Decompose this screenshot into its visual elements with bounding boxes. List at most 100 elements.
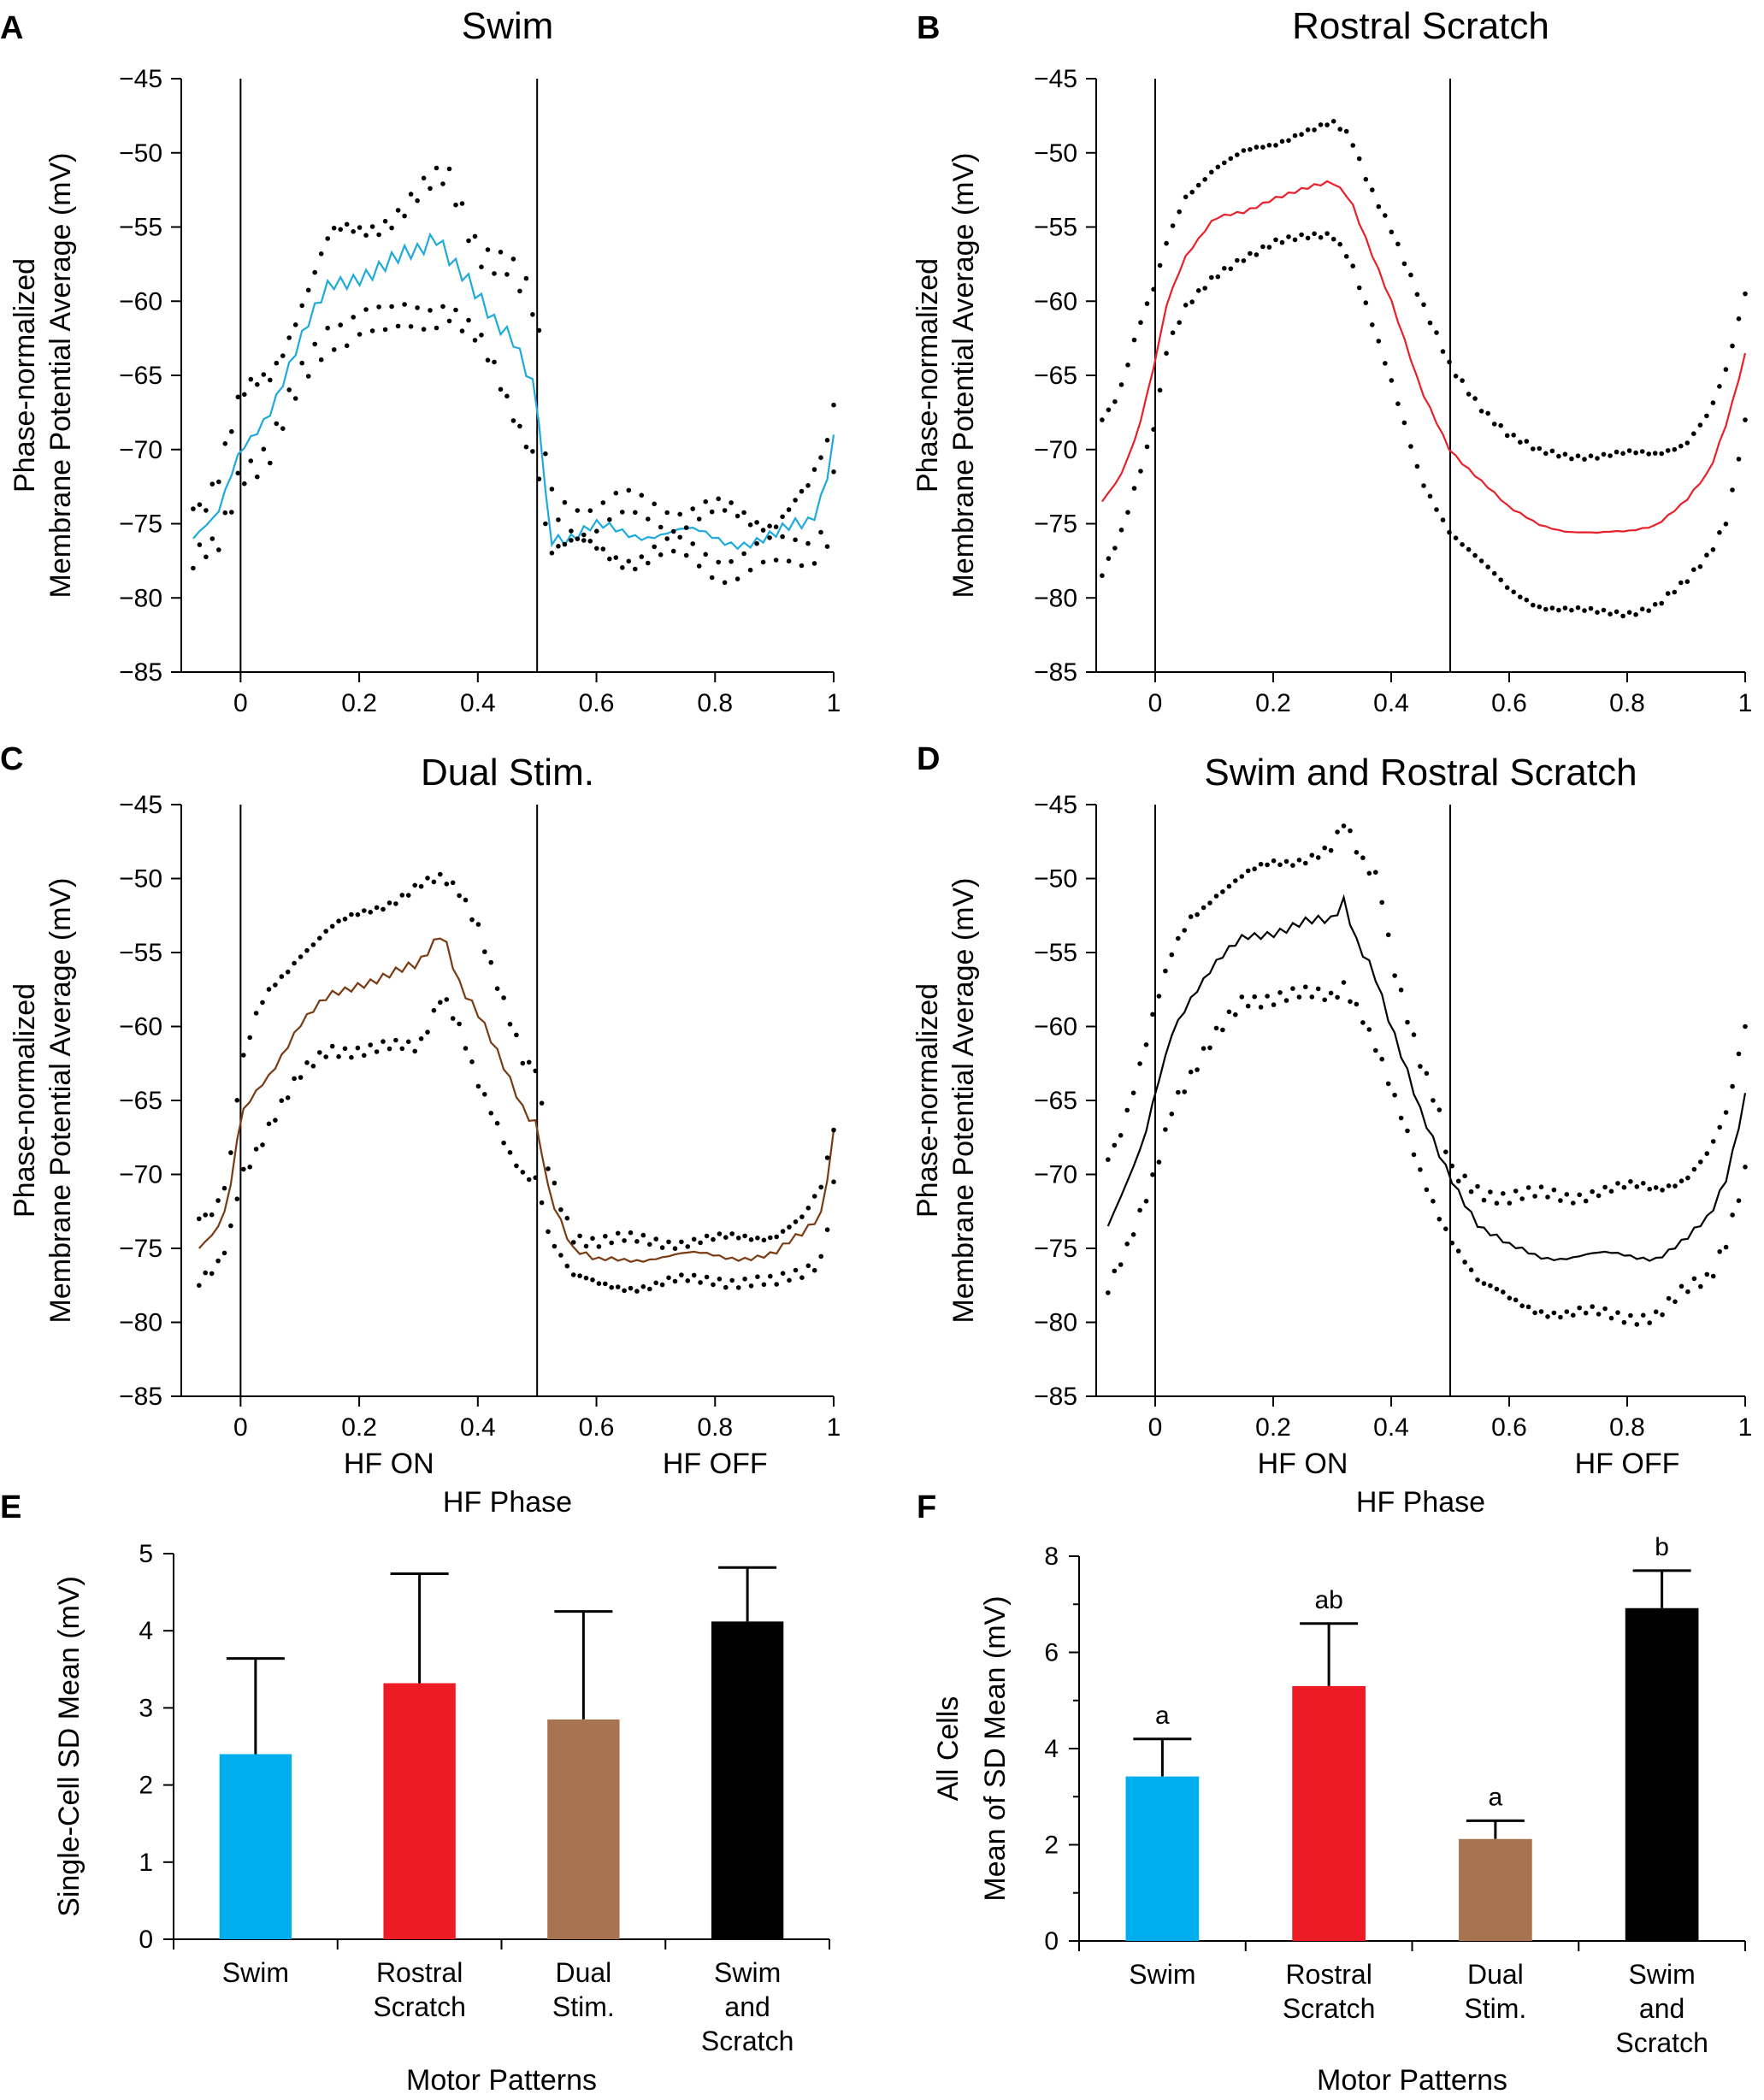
sd-bound-dot (831, 469, 836, 475)
sd-bound-dot (1228, 266, 1234, 272)
sd-bound-dot (1383, 361, 1388, 366)
sd-bound-dot (393, 901, 398, 906)
sd-bound-dot (652, 544, 657, 550)
sd-bound-dot (1248, 251, 1253, 257)
sd-bound-dot (1462, 1259, 1467, 1265)
sd-bound-dot (1453, 374, 1459, 379)
sd-bound-dot (1401, 420, 1407, 426)
sd-bound-dot (1704, 552, 1709, 557)
sd-bound-dot (690, 541, 695, 546)
sd-bound-dot (811, 1194, 817, 1199)
sd-bound-dot (1418, 1064, 1423, 1069)
sd-bound-dot (1621, 1184, 1627, 1190)
sd-bound-dot (1684, 440, 1690, 445)
sd-bound-dot (1392, 973, 1397, 978)
sd-bound-dot (672, 1246, 678, 1251)
sd-bound-dot (299, 360, 305, 366)
sd-bound-dot (1233, 878, 1238, 883)
sd-bound-dot (569, 538, 574, 543)
sd-bound-dot (1513, 1297, 1519, 1303)
sd-bound-dot (1466, 392, 1472, 397)
sd-bound-dot (381, 906, 386, 912)
sd-bound-dot (1239, 874, 1245, 879)
panel-d: D Swim and Rostral Scratch −85 −80 −75 −70 −65… (911, 741, 1752, 1519)
sd-bound-dot (446, 166, 452, 172)
sd-bound-dot (747, 522, 753, 528)
sd-bound-dot (742, 1277, 747, 1282)
sd-bound-dot (1318, 234, 1324, 240)
sd-bound-dot (780, 1229, 786, 1234)
sd-bound-dot (1665, 591, 1671, 596)
sd-bound-dot (1290, 863, 1295, 868)
y-tick-label: −45 (1034, 791, 1077, 819)
sd-bound-dot (494, 1120, 500, 1126)
sd-bound-dot (536, 327, 542, 333)
sd-bound-dot (703, 552, 708, 557)
sd-bound-dot (280, 353, 286, 358)
upper-bound-dots (1100, 119, 1748, 462)
y-tick-label: −65 (119, 362, 162, 390)
sd-bound-dot (472, 233, 478, 239)
sd-bound-dot (501, 1140, 506, 1146)
sd-bound-dot (1296, 858, 1302, 863)
sd-bound-dot (1620, 451, 1625, 457)
sd-bound-dot (1478, 558, 1484, 563)
sd-bound-dot (626, 558, 632, 564)
sd-bound-dot (405, 893, 411, 898)
sd-bound-dot (716, 559, 721, 565)
sd-bound-dot (338, 227, 344, 233)
sd-bound-dot (482, 1092, 487, 1097)
sd-bound-dot (216, 479, 221, 485)
sd-bound-dot (1260, 244, 1265, 250)
sd-bound-dot (1100, 573, 1105, 578)
sd-bound-dot (1363, 176, 1369, 182)
sd-bound-dot (357, 332, 363, 337)
sd-bound-dot (1537, 445, 1543, 451)
sd-bound-dot (1241, 258, 1247, 263)
sd-bound-dot (755, 1274, 760, 1279)
sd-bound-dot (1322, 845, 1327, 851)
sd-bound-dot (1641, 1312, 1646, 1318)
sd-bound-dot (1672, 446, 1678, 452)
sd-bound-dot (824, 438, 830, 443)
sd-bound-dot (1354, 850, 1360, 855)
sd-bound-dot (479, 333, 484, 338)
sd-bound-dot (1460, 378, 1465, 383)
sd-bound-dot (479, 264, 484, 270)
sd-bound-dot (1507, 1200, 1513, 1206)
sd-bound-dot (613, 555, 619, 560)
sd-bound-dot (659, 1282, 665, 1288)
sd-bound-dot (1646, 608, 1651, 613)
sd-bound-dot (241, 1166, 246, 1172)
upper-bound-dots (197, 871, 836, 1251)
sd-bound-dot (1556, 453, 1561, 459)
sd-bound-dot (273, 1118, 278, 1123)
sd-bound-dot (1723, 1110, 1729, 1115)
sd-bound-dot (266, 1121, 272, 1127)
category-label: Stim. (1464, 1993, 1526, 2024)
sd-bound-dot (1157, 387, 1163, 393)
sd-bound-dot (453, 307, 458, 313)
sd-bound-dot (729, 500, 734, 505)
sd-bound-dot (1595, 610, 1600, 615)
sd-bound-dot (831, 402, 836, 408)
sd-bound-dot (633, 566, 638, 572)
y-tick-label: −60 (119, 1013, 162, 1041)
sd-bound-dot (222, 510, 228, 516)
sd-bound-dot (517, 288, 522, 294)
y-tick-label: 0 (139, 1926, 153, 1954)
sd-bound-dot (310, 1064, 316, 1069)
sd-bound-dot (575, 536, 581, 541)
sd-bound-dot (191, 506, 196, 511)
sd-bound-dot (793, 498, 798, 503)
sd-bound-dot (558, 1253, 563, 1258)
sd-bound-dot (1590, 1304, 1595, 1309)
sd-bound-dot (805, 1206, 811, 1211)
sd-bound-dot (1424, 1071, 1430, 1077)
sd-bound-dot (418, 883, 424, 889)
sd-bound-dot (831, 1179, 836, 1184)
sd-bound-dot (336, 1053, 341, 1059)
sd-bound-dot (1131, 486, 1137, 491)
sd-bound-dot (1370, 187, 1375, 192)
sd-bound-dot (1455, 1248, 1461, 1254)
